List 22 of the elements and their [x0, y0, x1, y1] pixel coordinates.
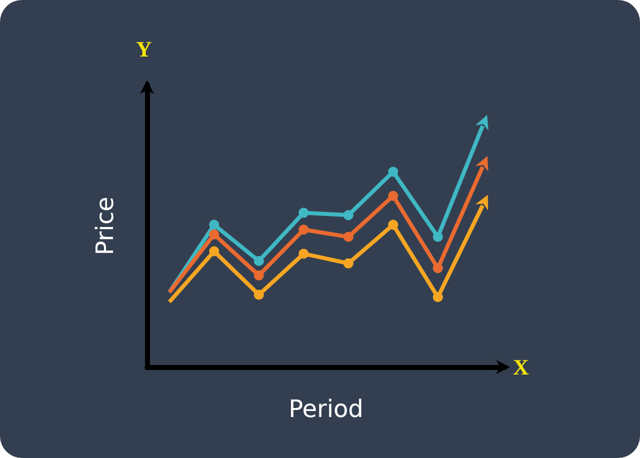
y-axis-title: Price — [91, 196, 119, 256]
point — [388, 166, 398, 177]
text: X — [513, 354, 529, 380]
point — [432, 232, 443, 242]
point — [209, 246, 220, 256]
point — [298, 248, 309, 259]
point — [298, 224, 309, 235]
point — [343, 232, 354, 242]
point — [298, 208, 309, 218]
point — [254, 290, 264, 300]
point — [432, 292, 443, 302]
point — [343, 210, 354, 220]
point — [254, 256, 264, 266]
x-axis-title: Period — [288, 395, 364, 423]
text: Y — [136, 36, 152, 62]
point — [209, 220, 220, 230]
point — [209, 229, 220, 240]
point — [432, 263, 443, 274]
point — [388, 190, 398, 201]
point — [343, 258, 354, 268]
point — [388, 220, 398, 230]
point — [254, 270, 264, 280]
